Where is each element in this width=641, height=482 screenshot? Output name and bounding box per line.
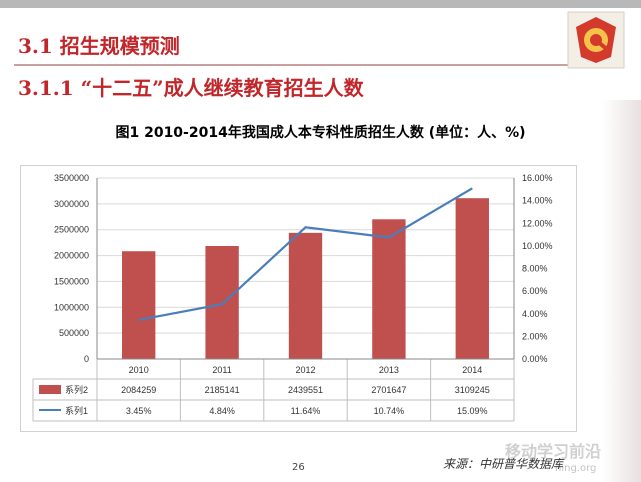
top-band xyxy=(0,0,641,8)
logo xyxy=(567,11,625,69)
bar-value-label: 2185141 xyxy=(205,385,240,395)
category-label: 2010 xyxy=(129,365,149,375)
line-value-label: 10.74% xyxy=(374,406,405,416)
legend-bar-swatch xyxy=(39,385,61,394)
right-tick-label: 6.00% xyxy=(522,286,548,296)
left-tick-label: 1000000 xyxy=(54,302,89,312)
bar xyxy=(205,245,239,359)
title-divider xyxy=(14,64,569,66)
category-label: 2013 xyxy=(379,365,399,375)
figure-title: 图1 2010-2014年我国成人本专科性质招生人数 (单位：人、%) xyxy=(115,125,526,141)
bar-value-label: 2701647 xyxy=(371,385,406,395)
legend-line-name: 系列1 xyxy=(65,405,88,416)
section-title: 3.1 招生规模预测 xyxy=(18,34,180,58)
right-decor-band xyxy=(602,100,641,482)
right-tick-label: 8.00% xyxy=(522,264,548,274)
legend-bar-name: 系列2 xyxy=(65,384,88,395)
series-line xyxy=(138,187,473,322)
left-tick-label: 1500000 xyxy=(54,276,89,286)
page-number: 26 xyxy=(292,462,305,473)
bar-value-label: 2439551 xyxy=(288,385,323,395)
right-tick-label: 10.00% xyxy=(522,241,553,251)
bar xyxy=(122,251,156,359)
watermark: 移动学习前沿 xyxy=(505,442,602,461)
right-tick-label: 14.00% xyxy=(522,196,553,206)
watermark-url: ning.org xyxy=(555,463,597,474)
left-tick-label: 2000000 xyxy=(54,251,89,261)
right-tick-label: 4.00% xyxy=(522,309,548,319)
left-tick-label: 2500000 xyxy=(54,225,89,235)
bar xyxy=(455,198,489,359)
combo-chart: 0 500000 1000000 1500000 2000000 2500000 30000… xyxy=(32,173,553,422)
bar xyxy=(288,232,323,359)
bar-value-label: 3109245 xyxy=(455,385,490,395)
right-tick-label: 2.00% xyxy=(522,331,548,341)
category-label: 2014 xyxy=(462,365,482,375)
left-tick-label: 0 xyxy=(84,354,89,364)
chart-frame: 0 500000 1000000 1500000 2000000 2500000 30000… xyxy=(20,165,577,432)
right-tick-label: 0.00% xyxy=(522,354,548,364)
left-tick-label: 500000 xyxy=(59,328,89,338)
right-tick-label: 12.00% xyxy=(522,218,553,228)
left-tick-label: 3000000 xyxy=(54,199,89,209)
category-label: 2012 xyxy=(295,365,315,375)
right-tick-label: 16.00% xyxy=(522,173,553,183)
subsection-title: 3.1.1 “十二五”成人继续教育招生人数 xyxy=(18,76,364,100)
data-table: 2010 2084259 3.45% 2011 2185141 4.84% 2012 2439… xyxy=(32,365,514,422)
line-series xyxy=(138,187,473,322)
line-value-label: 3.45% xyxy=(126,406,152,416)
bar-series xyxy=(122,198,489,359)
category-label: 2011 xyxy=(212,365,231,375)
line-value-label: 11.64% xyxy=(291,406,321,416)
source-note: 来源：中研普华数据库 xyxy=(443,457,564,471)
left-tick-label: 3500000 xyxy=(54,173,89,183)
line-value-label: 15.09% xyxy=(457,406,488,416)
bar xyxy=(372,219,406,359)
axes: 0 500000 1000000 1500000 2000000 2500000 30000… xyxy=(54,173,553,364)
line-value-label: 4.84% xyxy=(209,406,235,416)
bar-value-label: 2084259 xyxy=(121,385,156,395)
